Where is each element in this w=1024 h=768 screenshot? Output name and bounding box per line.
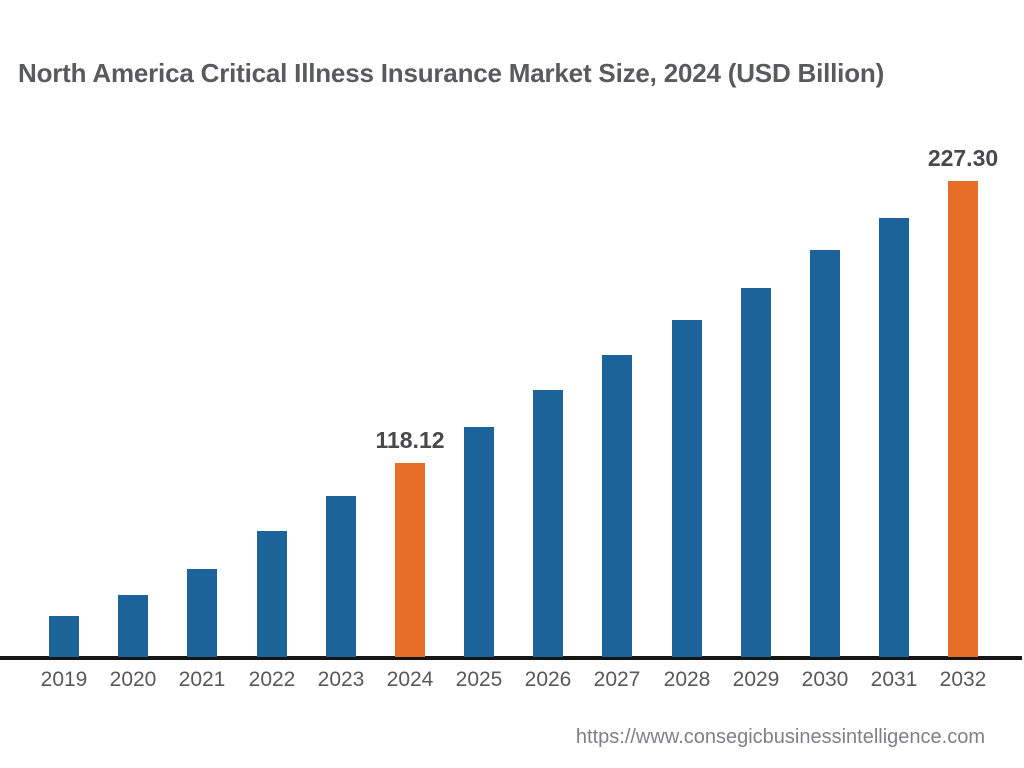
x-tick-2029: 2029 xyxy=(732,668,780,691)
x-axis-line xyxy=(0,656,1022,660)
x-tick-2028: 2028 xyxy=(663,668,711,691)
x-tick-2022: 2022 xyxy=(248,668,296,691)
bar-2027 xyxy=(602,355,632,657)
bar-2030 xyxy=(810,250,840,657)
value-label-2024: 118.12 xyxy=(375,427,445,453)
x-tick-2020: 2020 xyxy=(109,668,157,691)
source-url: https://www.consegicbusinessintelligence… xyxy=(575,726,985,748)
x-tick-2032: 2032 xyxy=(939,668,987,691)
x-tick-2030: 2030 xyxy=(801,668,849,691)
bar-2032 xyxy=(948,181,978,657)
bar-2021 xyxy=(187,569,217,657)
bar-2019 xyxy=(49,616,79,657)
bar-2023 xyxy=(326,496,356,657)
x-tick-2025: 2025 xyxy=(455,668,503,691)
x-tick-2027: 2027 xyxy=(593,668,641,691)
x-tick-2021: 2021 xyxy=(178,668,226,691)
x-tick-2031: 2031 xyxy=(870,668,918,691)
x-tick-2023: 2023 xyxy=(317,668,365,691)
x-tick-2019: 2019 xyxy=(40,668,88,691)
x-tick-2024: 2024 xyxy=(386,668,434,691)
bar-2026 xyxy=(533,390,563,657)
chart-title: North America Critical Illness Insurance… xyxy=(18,58,885,88)
bar-2031 xyxy=(879,218,909,657)
bar-2028 xyxy=(672,320,702,657)
bar-2024 xyxy=(395,463,425,657)
bar-2022 xyxy=(257,531,287,657)
x-tick-2026: 2026 xyxy=(524,668,572,691)
value-label-2032: 227.30 xyxy=(927,145,999,171)
bar-2020 xyxy=(118,595,148,657)
bar-2029 xyxy=(741,288,771,657)
bar-2025 xyxy=(464,427,494,657)
